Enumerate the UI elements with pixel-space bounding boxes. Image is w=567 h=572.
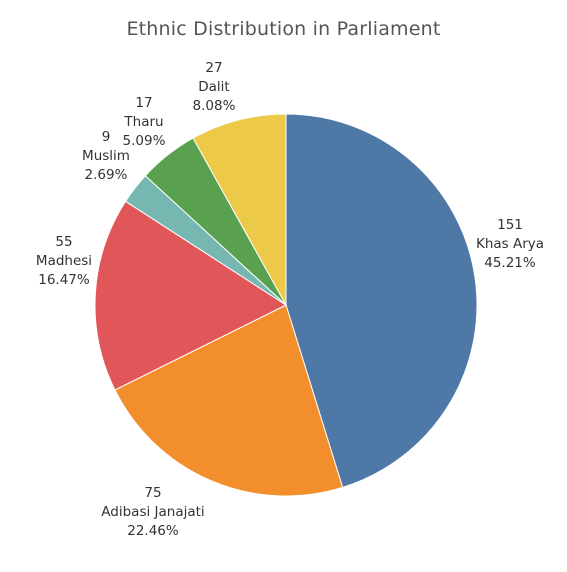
pie-label-name: Dalit: [198, 79, 229, 95]
pie-slice-dalit[interactable]: [192, 113, 287, 307]
pie-label-name: Muslim: [82, 148, 130, 164]
pie-slice-adibasi-janajati[interactable]: [114, 304, 344, 497]
pie-label-percent: 8.08%: [193, 98, 236, 114]
pie-slice-madhesi[interactable]: [94, 200, 288, 391]
pie-label-percent: 45.21%: [484, 255, 536, 271]
pie-label-percent: 2.69%: [85, 167, 128, 183]
pie-labels: 151 Khas Arya 45.21% 75 Adibasi Janajati 22.4…: [36, 60, 544, 539]
pie-label-adibasi-janajati: 75 Adibasi Janajati 22.46%: [101, 485, 204, 539]
pie-slice-khas-arya[interactable]: [285, 113, 478, 489]
pie-label-percent: 5.09%: [123, 133, 166, 149]
pie-label-madhesi: 55 Madhesi 16.47%: [36, 234, 92, 288]
pie-label-percent: 22.46%: [127, 523, 179, 539]
pie-label-value: 55: [55, 234, 72, 250]
pie-slices: [94, 113, 478, 497]
pie-label-muslim: 9 Muslim 2.69%: [82, 129, 130, 183]
pie-label-khas-arya: 151 Khas Arya 45.21%: [476, 217, 544, 271]
pie-label-dalit: 27 Dalit 8.08%: [193, 60, 236, 114]
pie-label-tharu: 17 Tharu 5.09%: [123, 95, 166, 149]
pie-label-name: Tharu: [123, 114, 163, 130]
pie-label-value: 9: [102, 129, 111, 145]
pie-label-value: 75: [144, 485, 161, 501]
pie-label-value: 17: [135, 95, 152, 111]
pie-label-value: 151: [497, 217, 523, 233]
pie-label-name: Adibasi Janajati: [101, 504, 204, 520]
pie-label-name: Madhesi: [36, 253, 92, 269]
chart-title: Ethnic Distribution in Parliament: [126, 18, 441, 40]
pie-label-name: Khas Arya: [476, 236, 544, 252]
pie-label-value: 27: [205, 60, 222, 76]
pie-label-percent: 16.47%: [38, 272, 90, 288]
